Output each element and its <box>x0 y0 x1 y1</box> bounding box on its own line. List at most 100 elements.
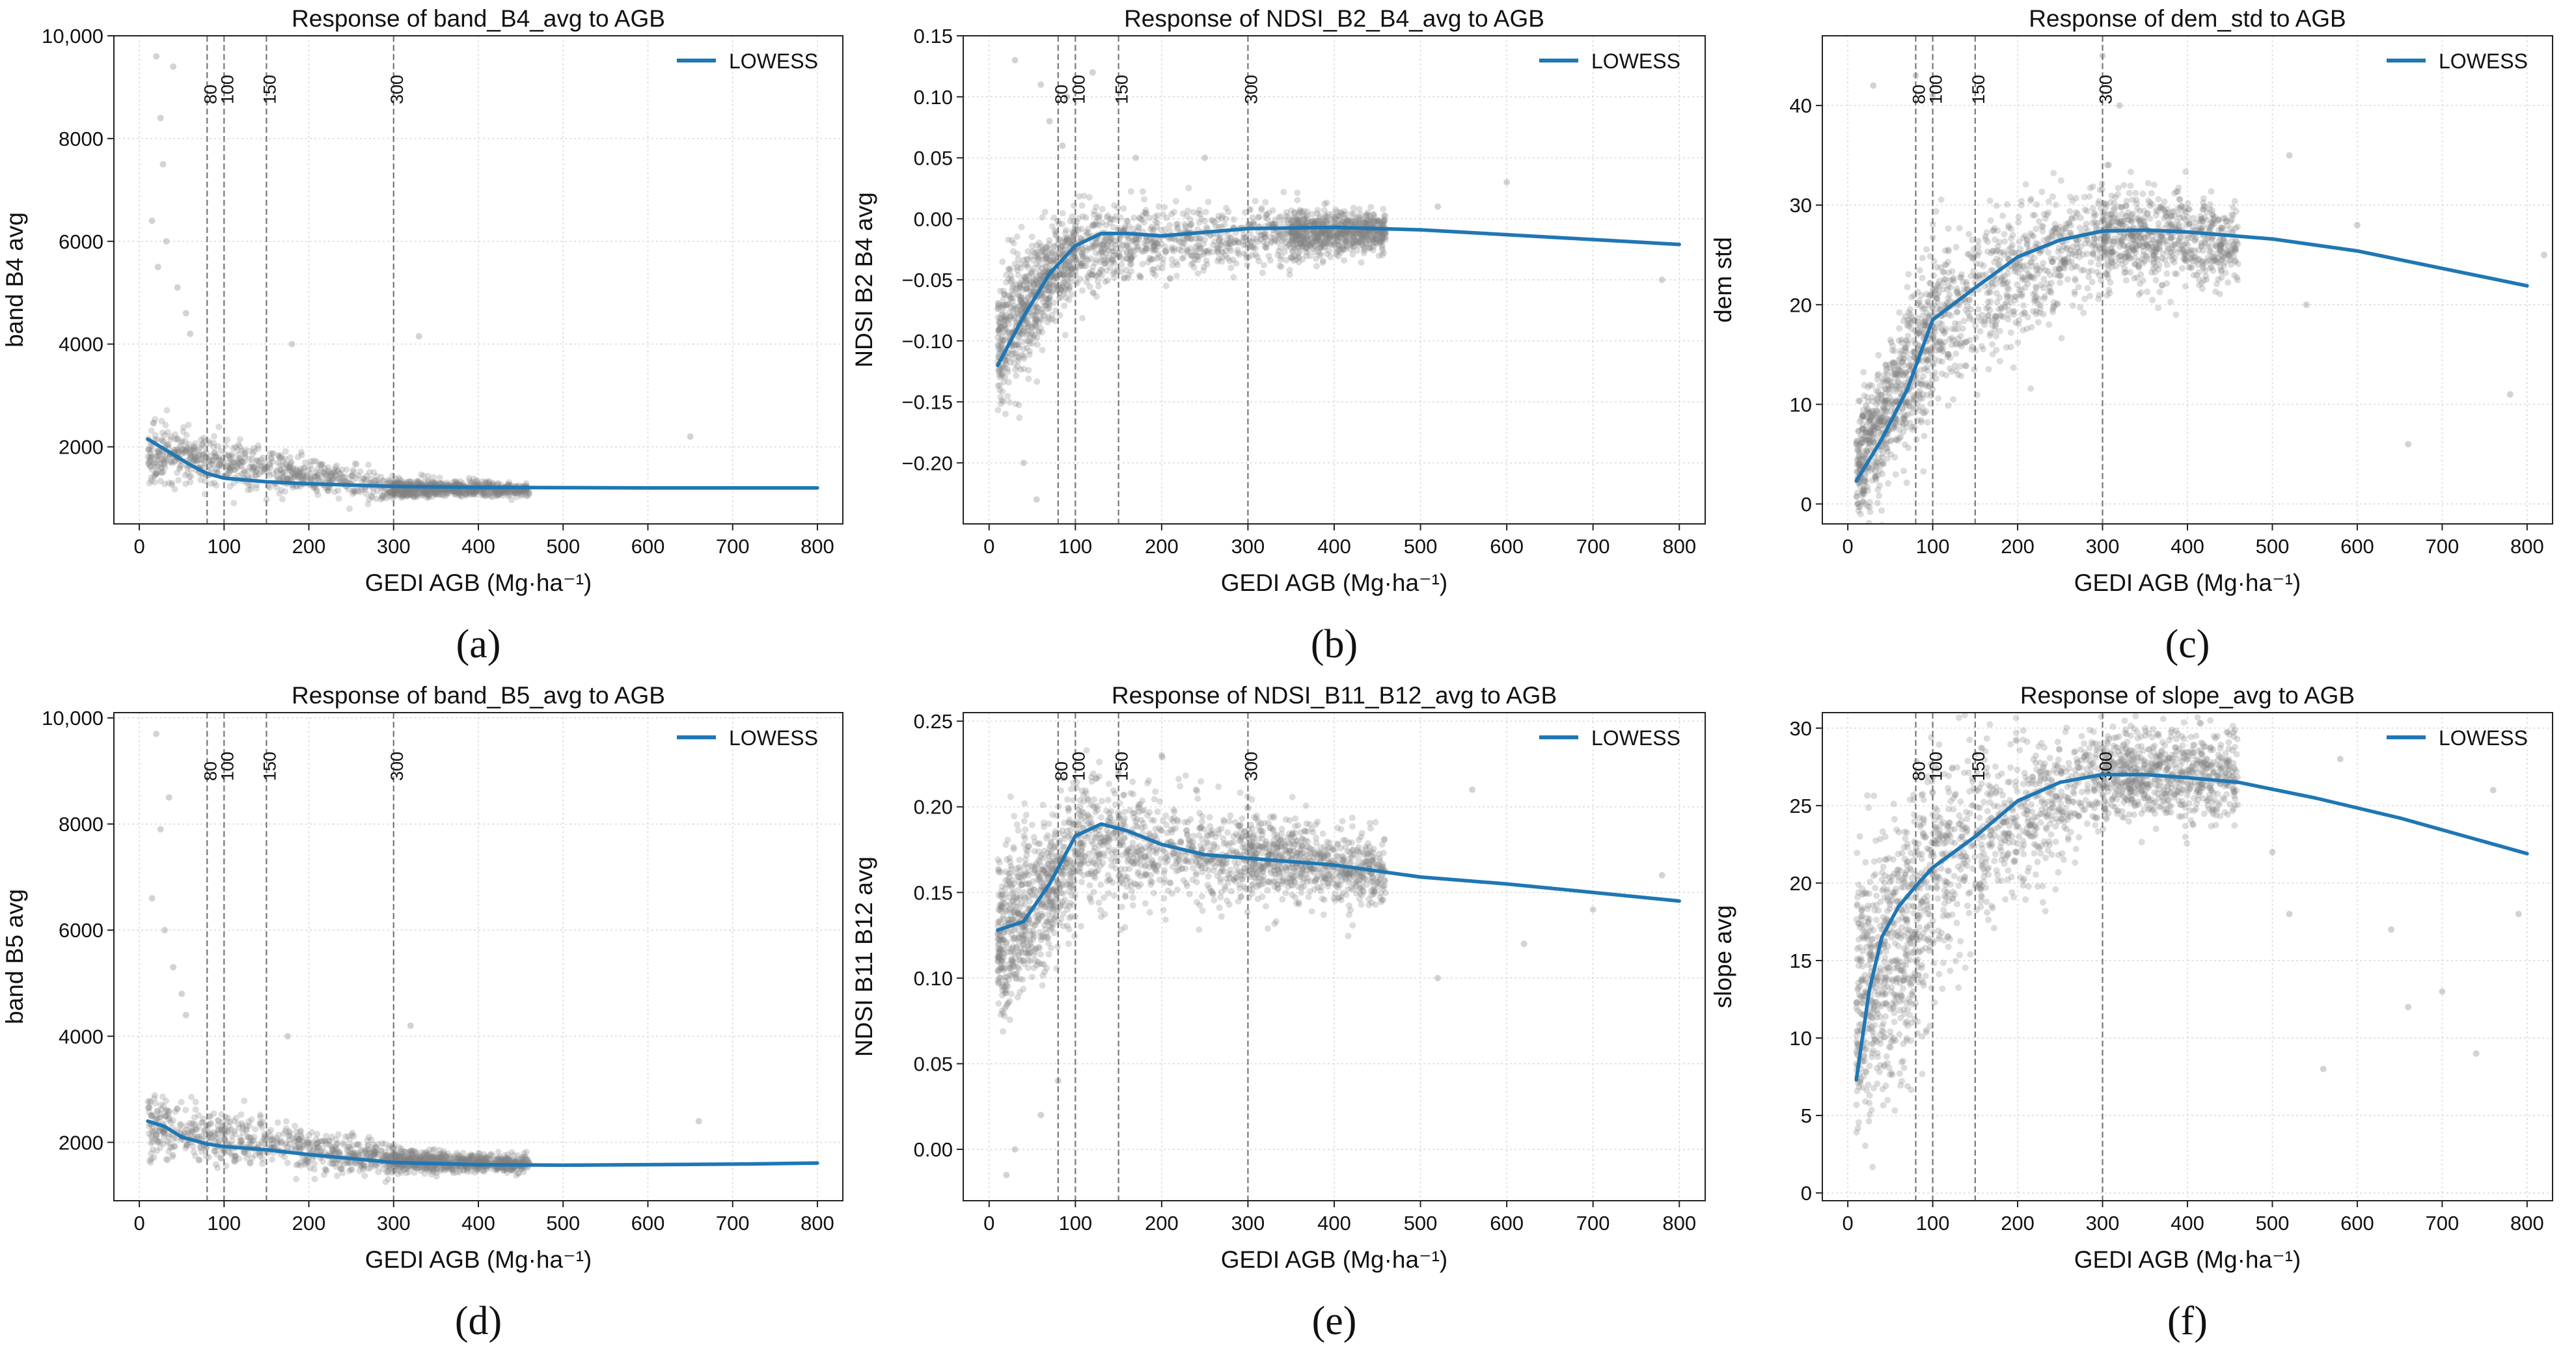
scatter-point <box>1379 221 1386 228</box>
scatter-point <box>1137 274 1144 281</box>
scatter-point <box>1007 295 1014 303</box>
scatter-point <box>1321 200 1328 208</box>
scatter-point <box>1039 273 1046 280</box>
scatter-point <box>2069 197 2076 204</box>
scatter-point <box>1370 211 1377 218</box>
scatter-point <box>1258 206 1265 213</box>
scatter-point <box>1290 229 1297 236</box>
scatter-point <box>1005 301 1012 308</box>
scatter-point <box>1187 216 1194 223</box>
scatter-point <box>176 465 183 472</box>
scatter-point <box>1337 230 1344 237</box>
scatter-point <box>1061 302 1068 309</box>
scatter-point <box>260 466 267 473</box>
scatter-point <box>160 438 167 445</box>
scatter-point <box>1026 320 1032 327</box>
scatter-point <box>1349 218 1356 225</box>
scatter-point <box>1040 269 1047 277</box>
scatter-point <box>1058 245 1065 253</box>
scatter-point <box>1037 292 1045 299</box>
scatter-point <box>244 468 251 475</box>
scatter-point <box>500 489 508 497</box>
scatter-point <box>441 487 448 494</box>
scatter-point <box>1028 292 1035 299</box>
scatter-point <box>1132 236 1140 243</box>
scatter-point <box>997 303 1004 310</box>
scatter-point <box>192 440 199 447</box>
scatter-point <box>288 472 295 480</box>
scatter-point <box>1321 244 1328 251</box>
scatter-point <box>1920 468 1927 475</box>
scatter-point <box>1059 280 1066 287</box>
scatter-point <box>159 161 167 168</box>
scatter-point <box>1096 212 1103 219</box>
scatter-point <box>1915 407 1923 414</box>
scatter-point <box>1267 234 1274 241</box>
scatter-point <box>1324 238 1331 244</box>
scatter-point <box>491 489 499 496</box>
scatter-point <box>1078 249 1085 256</box>
scatter-point <box>1244 241 1251 247</box>
scatter-point <box>1002 411 1009 418</box>
scatter-point <box>1006 292 1013 299</box>
scatter-point <box>251 448 258 455</box>
scatter-point <box>294 454 301 461</box>
scatter-point <box>1120 275 1127 282</box>
scatter-point <box>1323 230 1330 238</box>
scatter-point <box>2046 198 2052 205</box>
scatter-point <box>998 336 1005 343</box>
scatter-point <box>1106 219 1114 226</box>
scatter-point <box>1294 216 1301 223</box>
scatter-point <box>519 488 527 495</box>
scatter-point <box>1338 217 1345 225</box>
scatter-point <box>1044 286 1050 294</box>
scatter-point <box>1280 235 1287 242</box>
scatter-point <box>499 492 506 499</box>
scatter-point <box>1309 211 1316 218</box>
scatter-point <box>1069 266 1076 273</box>
scatter-point <box>1012 341 1019 348</box>
scatter-point <box>425 478 432 485</box>
scatter-point <box>1311 228 1318 236</box>
scatter-point <box>278 487 285 494</box>
scatter-point <box>379 495 386 502</box>
scatter-point <box>370 489 377 496</box>
scatter-point <box>1900 351 1907 358</box>
scatter-point <box>1359 228 1366 236</box>
scatter-point <box>1288 228 1295 236</box>
scatter-point <box>1375 253 1382 260</box>
y-tick-label: 2000 <box>59 436 103 459</box>
scatter-point <box>1034 241 1040 249</box>
scatter-point <box>451 491 458 497</box>
scatter-point <box>1348 216 1355 223</box>
reference-line-label: 80 <box>1052 85 1071 104</box>
scatter-point <box>1034 249 1041 256</box>
scatter-point <box>364 500 372 508</box>
scatter-point <box>1348 234 1355 241</box>
scatter-point <box>280 476 287 482</box>
scatter-point <box>298 452 305 459</box>
scatter-point <box>276 490 283 497</box>
scatter-point <box>1291 228 1298 236</box>
scatter-point <box>1016 282 1023 289</box>
scatter-point <box>197 476 204 484</box>
scatter-point <box>255 462 262 469</box>
scatter-point <box>1300 234 1307 241</box>
scatter-point <box>1013 317 1020 324</box>
scatter-point <box>1988 280 1995 287</box>
scatter-point <box>469 491 476 498</box>
scatter-point <box>1138 216 1145 223</box>
scatter-point <box>316 461 323 468</box>
scatter-point <box>314 471 321 478</box>
scatter-point <box>1380 218 1387 225</box>
scatter-point <box>1024 284 1031 292</box>
scatter-point <box>1231 236 1239 243</box>
scatter-point <box>1336 241 1343 249</box>
scatter-point <box>1222 240 1229 247</box>
scatter-point <box>1900 412 1908 419</box>
scatter-point <box>1043 243 1050 251</box>
scatter-point <box>170 63 177 70</box>
scatter-point <box>1033 496 1040 503</box>
scatter-point <box>1332 206 1339 213</box>
